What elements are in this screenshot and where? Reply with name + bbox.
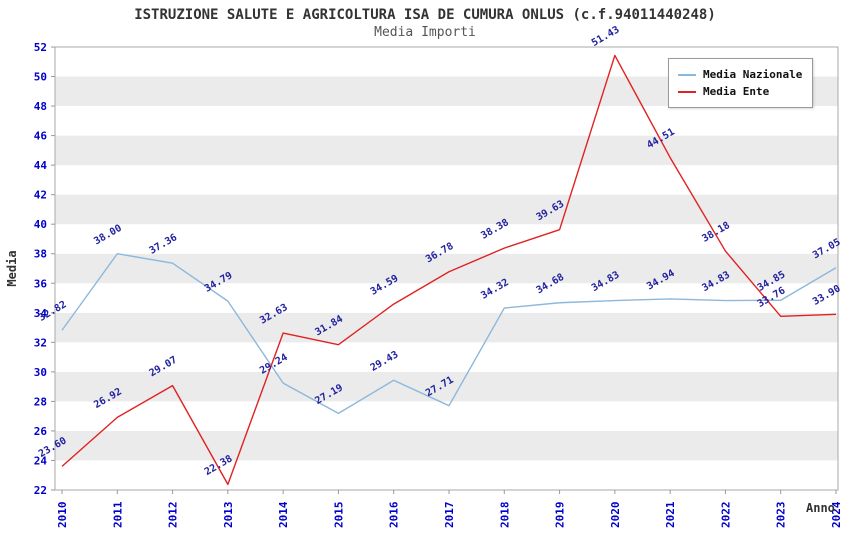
svg-text:48: 48	[34, 100, 47, 113]
svg-text:2016: 2016	[388, 501, 401, 528]
x-axis-title: Anno	[806, 501, 835, 515]
legend-line-swatch	[678, 90, 696, 93]
series-line-media-ente	[61, 54, 837, 486]
x-axis-ticks: 2010 2011 2012 2013 2014 2015 2016 2017 2018 2019…	[56, 490, 843, 528]
y-axis-title: Media	[5, 250, 19, 286]
plot-border	[54, 46, 839, 491]
svg-text:24: 24	[34, 454, 48, 467]
legend-line-swatch	[678, 73, 696, 76]
svg-text:51.43: 51.43	[590, 24, 622, 49]
svg-text:2015: 2015	[332, 502, 345, 529]
legend-item: Media Ente	[678, 83, 802, 100]
svg-text:2017: 2017	[443, 502, 456, 529]
legend-item: Media Nazionale	[678, 66, 802, 83]
svg-text:26: 26	[34, 425, 48, 438]
y-axis-ticks: 22 24 26 28 30 32 34 36 38 40 42 44 46 48 50 52	[34, 41, 55, 497]
svg-text:2011: 2011	[111, 501, 124, 528]
svg-text:2019: 2019	[554, 502, 567, 529]
svg-text:34: 34	[34, 307, 48, 320]
series-line-media-nazionale	[61, 253, 837, 415]
svg-text:2010: 2010	[56, 502, 69, 529]
svg-text:28: 28	[34, 395, 47, 408]
svg-text:42: 42	[34, 189, 47, 202]
legend-label: Media Nazionale	[703, 68, 803, 81]
svg-text:36: 36	[34, 277, 48, 290]
svg-text:2012: 2012	[167, 502, 180, 529]
svg-text:2022: 2022	[719, 502, 732, 529]
chart-title: ISTRUZIONE SALUTE E AGRICOLTURA ISA DE C…	[134, 7, 716, 23]
svg-text:30: 30	[34, 366, 47, 379]
svg-text:52: 52	[34, 41, 47, 54]
svg-text:46: 46	[34, 130, 48, 143]
svg-text:2020: 2020	[609, 502, 622, 529]
svg-text:50: 50	[34, 71, 47, 84]
svg-text:38: 38	[34, 248, 47, 261]
svg-text:40: 40	[34, 218, 47, 231]
svg-text:44: 44	[34, 159, 48, 172]
legend: Media Nazionale Media Ente	[668, 58, 814, 108]
svg-text:2024: 2024	[830, 501, 843, 528]
plot-bands	[55, 47, 838, 490]
svg-text:2018: 2018	[498, 502, 511, 529]
svg-text:2023: 2023	[775, 502, 788, 529]
chart-subtitle: Media Importi	[374, 25, 476, 40]
legend-label: Media Ente	[703, 85, 770, 98]
svg-text:2014: 2014	[277, 501, 290, 528]
svg-text:22: 22	[34, 484, 47, 497]
svg-text:2021: 2021	[664, 501, 677, 528]
svg-text:32: 32	[34, 336, 47, 349]
svg-text:2013: 2013	[222, 502, 235, 529]
